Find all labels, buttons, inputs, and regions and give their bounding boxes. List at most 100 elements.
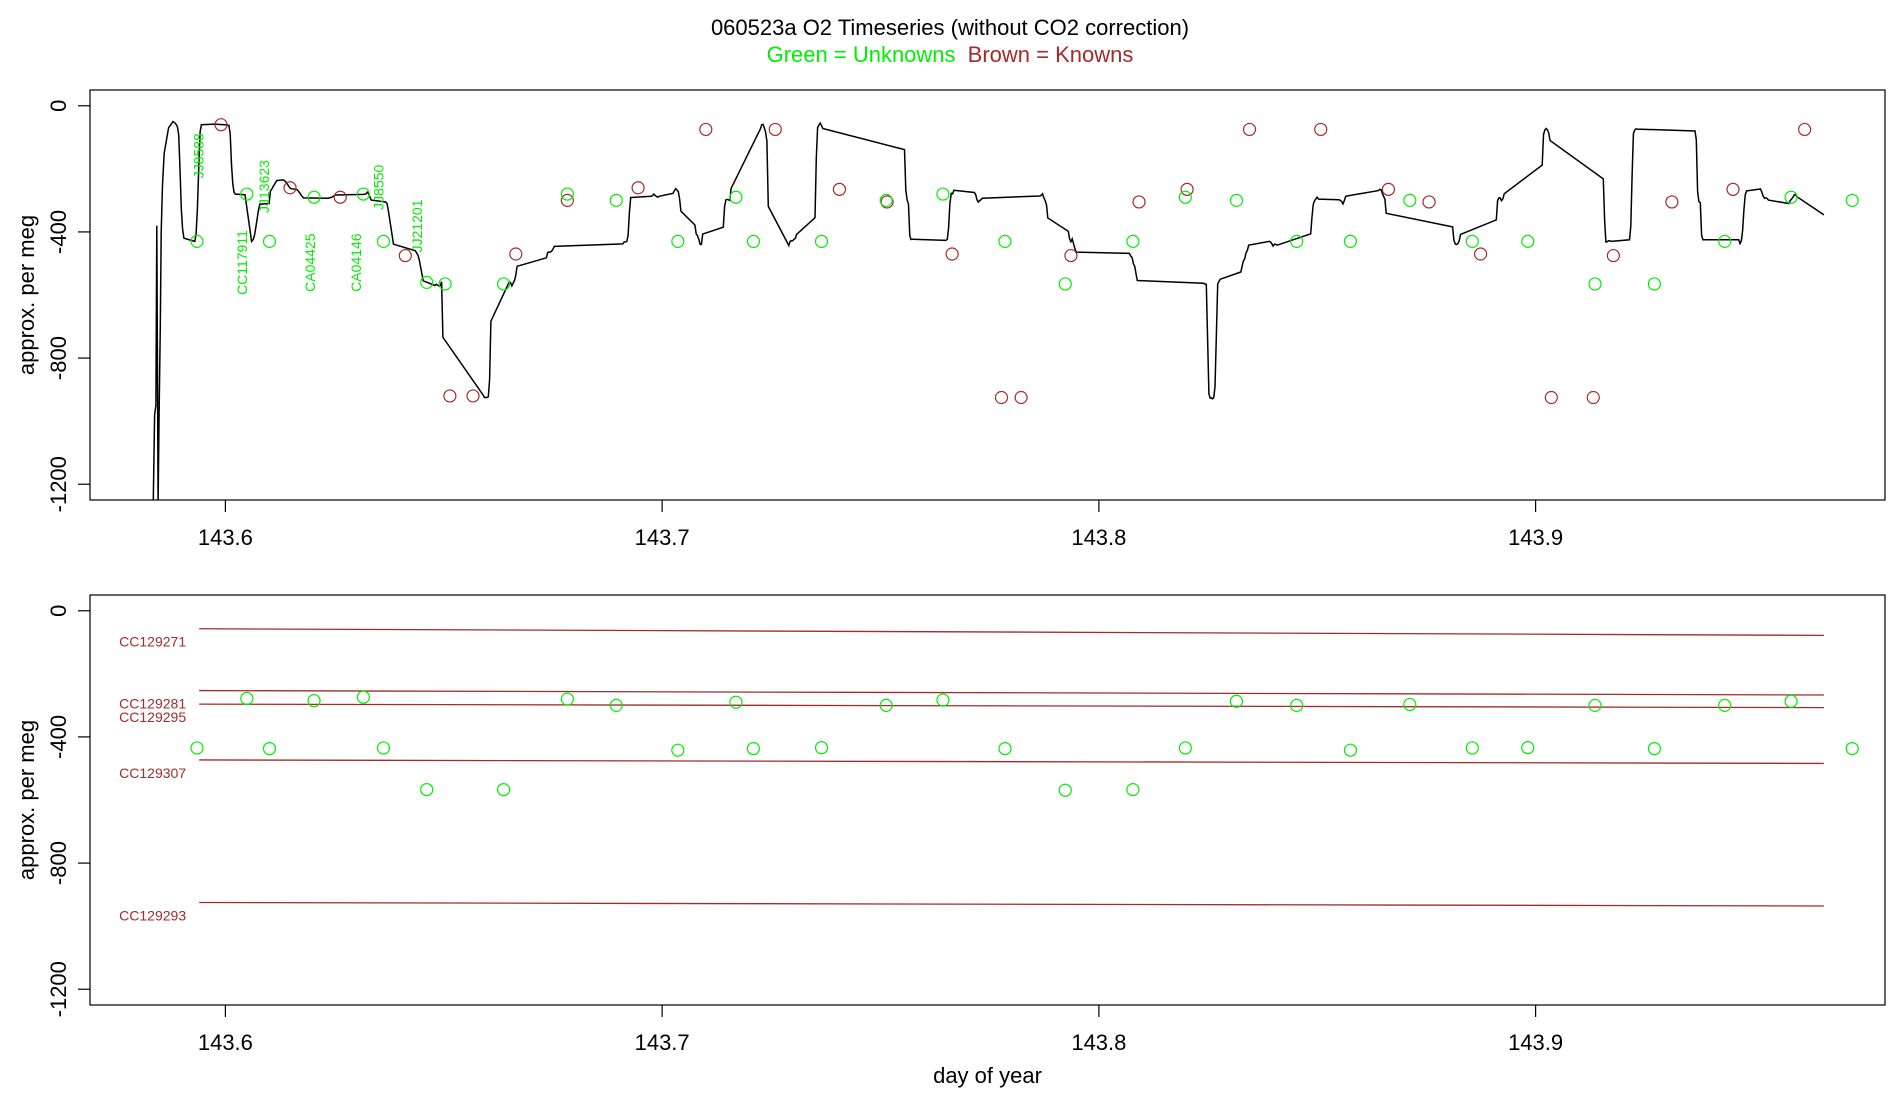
unknown-point [1521,234,1535,248]
y-tick-label: -800 [46,841,71,885]
subtitle-knowns: Brown = Knowns [968,42,1134,67]
unknown-point [936,693,950,707]
known-point [1544,390,1558,405]
unknown-point [671,234,685,248]
unknown-point [1845,741,1859,756]
unknown-point [1403,193,1417,207]
unknown-point [1465,741,1479,755]
plot-frame [89,89,1886,501]
unknown-point [560,187,574,201]
sample-label: CA04425 [302,233,318,292]
unknown-point [1784,694,1798,708]
unknown-point [496,277,511,291]
x-tick-label: 143.9 [1508,1030,1563,1055]
y-axis-label: approx. per meg [14,215,39,375]
reference-line-label: CC129271 [119,634,186,650]
known-point [1665,195,1679,209]
y-tick-label: -1200 [46,456,71,512]
unknown-point [376,741,391,755]
sample-label: JJ21201 [409,199,425,252]
unknown-point [814,234,829,248]
reference-line [199,759,1824,765]
unknown-point [560,692,574,706]
known-point [631,181,645,195]
known-point [1242,122,1257,137]
x-tick-label: 143.8 [1071,525,1126,550]
unknown-point [1290,698,1304,712]
sample-label: JJ13623 [256,160,272,213]
known-point [945,247,959,261]
y-tick-label: 0 [46,605,71,617]
y-tick-label: -400 [46,715,71,759]
unknown-point [1403,697,1417,712]
unknown-point [262,234,277,248]
known-point [768,122,782,137]
reference-line-label: CC129307 [119,765,186,781]
x-tick-label: 143.6 [198,1030,253,1055]
known-point [1014,390,1028,405]
plot-area: JJ8588 CC117911 JJ13623 CA04425 CA04146 JJ855… [152,118,1859,500]
subtitle-unknowns: Green = Unknowns [767,42,956,67]
known-point [1180,182,1194,196]
unknown-point [1647,741,1662,756]
unknown-point [190,234,204,248]
known-point [1473,247,1488,261]
known-point [994,390,1009,405]
known-point [1798,122,1812,137]
reference-line [199,703,1824,709]
unknown-point [1718,698,1732,712]
x-tick-label: 143.7 [635,525,690,550]
unknown-point [262,741,277,756]
known-point [509,247,523,261]
unknown-point [729,190,743,204]
figure-subtitle: Green = Unknowns Brown = Knowns [767,42,1134,67]
unknown-point [879,193,893,207]
known-point [880,195,894,209]
unknown-point [307,694,321,708]
o2-trace-line [152,120,1825,500]
unknown-point [1784,190,1798,204]
known-point [1422,195,1436,209]
unknown-point [356,690,370,704]
y-tick-label: -400 [46,210,71,254]
sample-label: CA04146 [348,233,364,292]
sample-label: JJ8550 [370,164,386,209]
top-panel: 0 -400 -800 -1200 143.6 143.7 143.8 143.9 approx… [14,89,1886,550]
known-point [283,181,297,195]
known-point [1064,248,1078,263]
known-point [699,122,713,137]
unknown-point [1718,234,1732,248]
unknown-point [998,234,1012,248]
sample-label: CC117911 [234,230,250,295]
unknown-point [1058,277,1072,291]
unknown-point [671,743,685,757]
unknown-point [307,190,321,204]
unknown-point [609,193,623,207]
x-tick-label: 143.8 [1071,1030,1126,1055]
unknown-point [1178,741,1192,755]
reference-line [199,628,1824,637]
unknown-point [1126,782,1140,797]
unknown-point [438,277,452,291]
reference-line-label: CC129293 [119,908,186,924]
unknown-point [420,275,434,289]
unknown-point [814,741,829,755]
known-point [1586,390,1600,405]
unknown-point [1290,234,1304,248]
unknown-point [1343,234,1358,248]
bottom-panel: 0 -400 -800 -1200 143.6 143.7 143.8 143.9 approx… [14,594,1886,1088]
y-tick-label: -800 [46,336,71,380]
unknown-point [729,695,743,709]
unknown-point [1178,190,1192,204]
known-point [832,182,847,196]
known-point [1726,182,1740,196]
known-point [1314,122,1328,137]
known-point [443,389,457,403]
known-point [1132,195,1146,209]
unknown-point [1058,783,1072,797]
y-tick-label: -1200 [46,961,71,1017]
reference-line-label: CC129295 [119,709,186,725]
x-tick-label: 143.9 [1508,525,1563,550]
unknown-point [746,234,761,248]
